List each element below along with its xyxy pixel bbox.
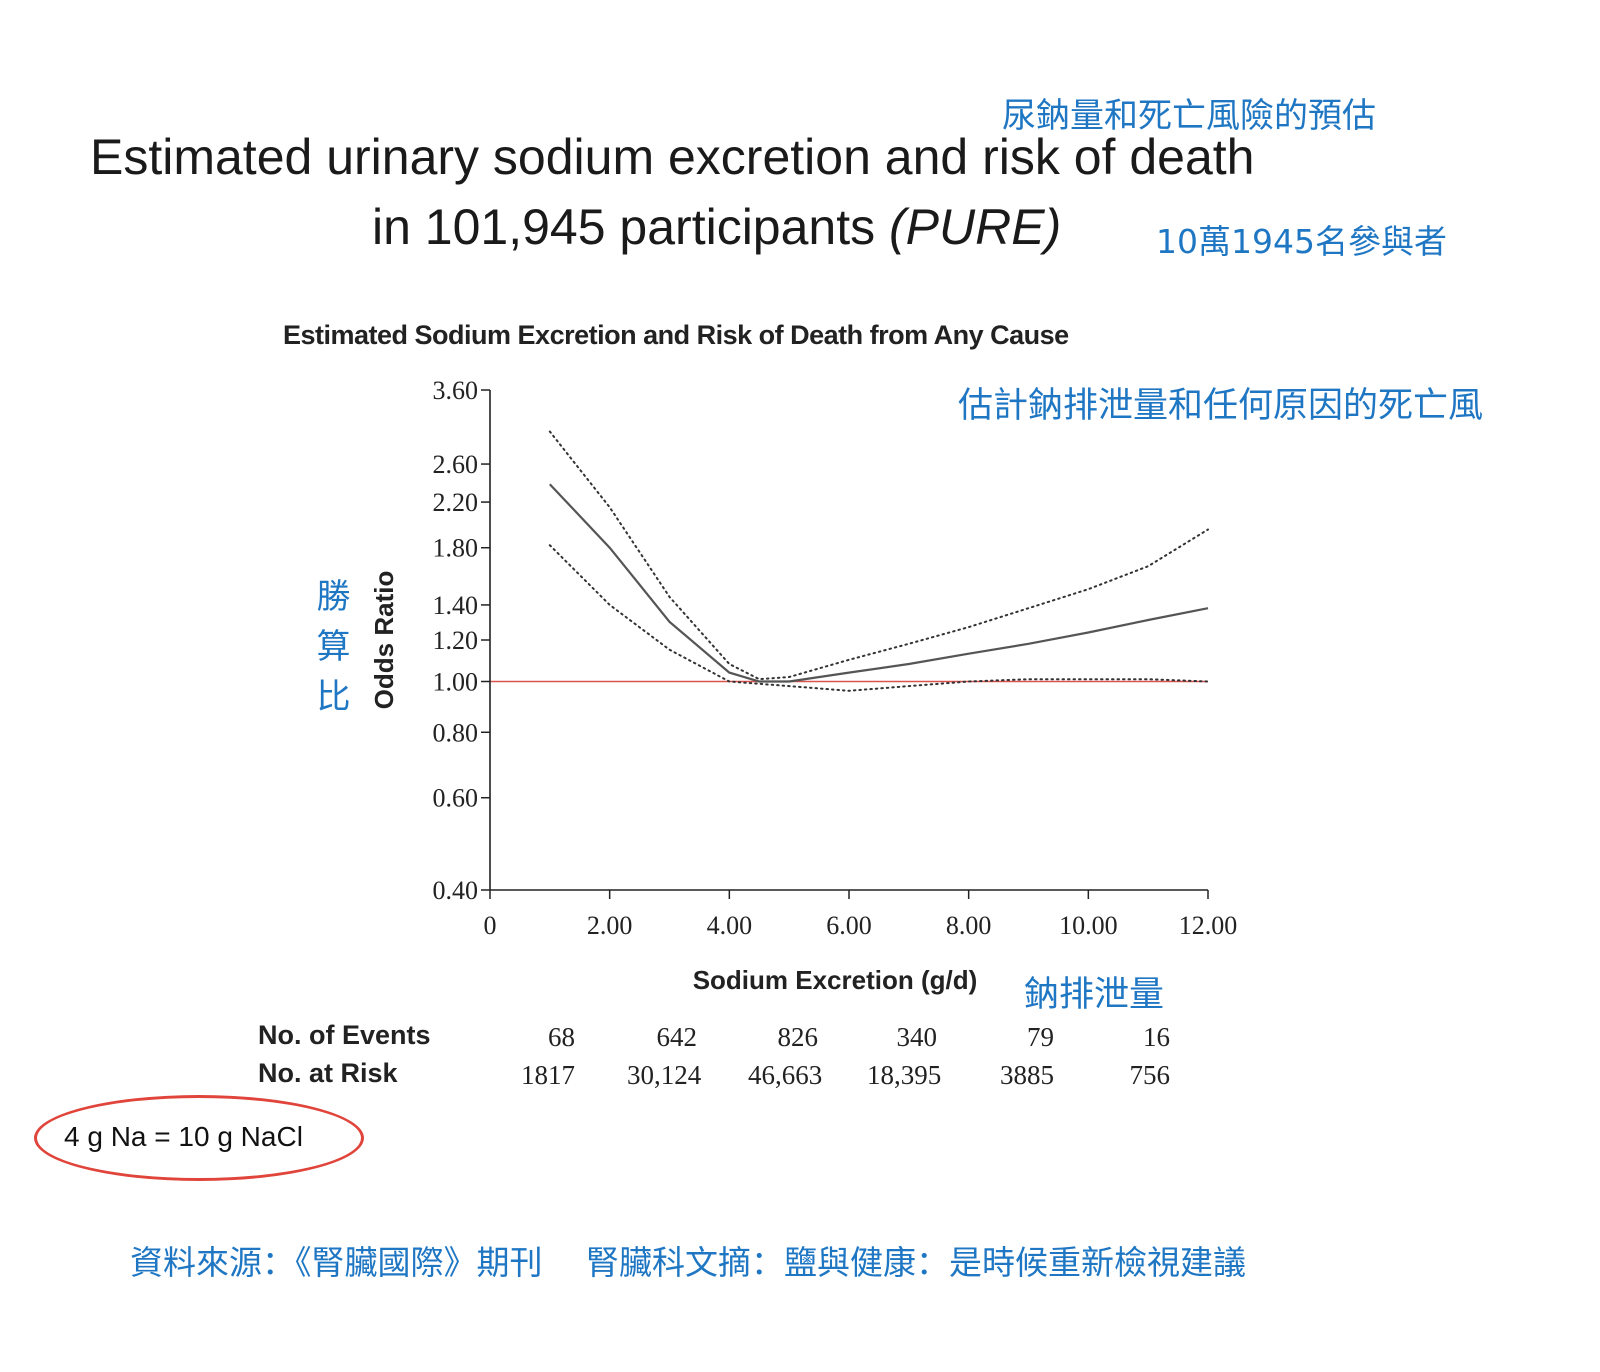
- main-title-line2-text: in 101,945 participants: [372, 199, 890, 255]
- at-risk-label: No. at Risk: [258, 1058, 398, 1088]
- odds-ratio-line: [548, 483, 1209, 683]
- y-tick-label: 1.00: [433, 667, 479, 696]
- x-tick-label: 6.00: [826, 911, 872, 940]
- x-axis-label: Sodium Excretion (g/d): [693, 965, 978, 995]
- y-tick-label: 1.80: [433, 534, 479, 563]
- y-tick-label: 1.40: [433, 591, 479, 620]
- at-risk-value: 756: [1129, 1060, 1171, 1090]
- chart-title: Estimated Sodium Excretion and Risk of D…: [283, 320, 1069, 350]
- note-oval: [34, 1095, 364, 1181]
- lower-ci-line: [548, 544, 1209, 692]
- x-tick-label: 0: [484, 911, 497, 940]
- at-risk-value: 46,663: [748, 1060, 823, 1090]
- y-tick-label: 0.80: [433, 718, 479, 747]
- y-tick-label: 0.60: [433, 784, 479, 813]
- note-text: 4 g Na = 10 g NaCl: [64, 1121, 303, 1152]
- y-axis-label: Odds Ratio: [369, 571, 399, 710]
- x-tick-label: 2.00: [587, 911, 633, 940]
- series-layer: [548, 430, 1209, 692]
- x-tick-label: 4.00: [707, 911, 753, 940]
- y-tick-label: 1.20: [433, 626, 479, 655]
- y-tick-label: 2.60: [433, 450, 479, 479]
- at-risk-value: 3885: [1000, 1060, 1054, 1090]
- events-label: No. of Events: [258, 1020, 431, 1050]
- events-value: 16: [1143, 1022, 1170, 1052]
- events-value: 68: [548, 1022, 575, 1052]
- zh-title: 尿鈉量和死亡風險的預估: [1002, 96, 1376, 136]
- at-risk-value: 30,124: [627, 1060, 702, 1090]
- zh-x-label: 鈉排泄量: [1024, 975, 1165, 1015]
- events-value: 79: [1027, 1022, 1054, 1052]
- events-value: 826: [777, 1022, 819, 1052]
- main-title-line2: in 101,945 participants (PURE): [372, 198, 1061, 256]
- y-tick-label: 0.40: [433, 876, 479, 905]
- x-tick-label: 12.00: [1179, 911, 1238, 940]
- at-risk-value: 1817: [521, 1060, 575, 1090]
- y-tick-label: 3.60: [433, 376, 479, 405]
- zh-y-label: 勝算比: [310, 578, 350, 728]
- events-value: 642: [656, 1022, 698, 1052]
- axes: 0.40 0.60 0.80 1.00 1.20 1.40 1.80 2.20 2.60 3.60…: [433, 376, 1238, 940]
- x-tick-label: 10.00: [1059, 911, 1118, 940]
- main-title-pure: (PURE): [889, 199, 1062, 255]
- events-value: 340: [896, 1022, 938, 1052]
- y-tick-label: 2.20: [433, 488, 479, 517]
- zh-participants: 10萬1945名參與者: [1156, 222, 1447, 261]
- upper-ci-line: [548, 430, 1209, 681]
- at-risk-value: 18,395: [867, 1060, 942, 1090]
- footer-source: 資料來源：《腎臟國際》期刊 腎臟科文摘：鹽與健康：是時候重新檢視建議: [130, 1243, 1246, 1282]
- x-tick-label: 8.00: [946, 911, 992, 940]
- zh-chart-title: 估計鈉排泄量和任何原因的死亡風: [958, 386, 1484, 426]
- main-title-line1: Estimated urinary sodium excretion and r…: [90, 129, 1255, 185]
